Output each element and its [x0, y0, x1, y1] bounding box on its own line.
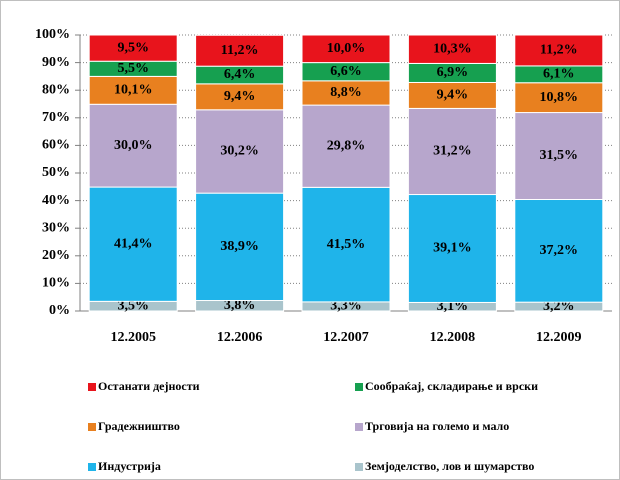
value-label: 3,3%	[330, 299, 362, 314]
value-label: 41,5%	[327, 237, 366, 252]
bar-segment	[195, 34, 285, 67]
bar-segment	[514, 82, 604, 114]
legend-label: Трговија на големо и мало	[365, 419, 509, 433]
value-label: 8,8%	[330, 85, 362, 100]
bar-segment	[514, 34, 604, 67]
value-label: 6,1%	[543, 67, 575, 82]
y-tick-label: 50%	[42, 165, 70, 180]
value-label: 11,2%	[221, 43, 259, 58]
x-tick-label: 12.2009	[536, 330, 582, 345]
legend: Земјоделство, лов и шумарство Индустрија Т…	[88, 379, 538, 473]
value-label: 30,2%	[220, 144, 259, 159]
bar-segment	[407, 107, 497, 196]
y-tick-label: 40%	[42, 193, 70, 208]
value-label: 38,9%	[220, 239, 259, 254]
value-label: 9,4%	[224, 89, 256, 104]
value-label: 10,0%	[327, 41, 366, 56]
value-label: 5,5%	[117, 61, 149, 76]
value-label: 10,1%	[114, 83, 153, 98]
value-label: 37,2%	[540, 243, 579, 258]
y-tick-label: 70%	[42, 110, 70, 125]
legend-swatch	[355, 423, 363, 431]
y-tick-label: 30%	[42, 220, 70, 235]
value-label: 3,5%	[117, 298, 149, 313]
legend-swatch	[355, 463, 363, 471]
y-tick-label: 10%	[42, 276, 70, 291]
value-label: 11,2%	[540, 43, 578, 58]
y-tick-label: 100%	[35, 27, 70, 42]
bar-segment	[407, 34, 497, 64]
value-label: 10,8%	[540, 90, 579, 105]
bar-segment	[514, 112, 604, 200]
value-label: 39,1%	[433, 241, 472, 256]
value-label: 10,3%	[433, 41, 472, 56]
x-tick-label: 12.2008	[430, 330, 476, 345]
bar-segment	[514, 198, 604, 303]
bar-segment	[195, 83, 285, 111]
bar-segment	[195, 109, 285, 194]
legend-swatch	[88, 463, 96, 471]
x-tick-label: 12.2006	[217, 330, 263, 345]
value-label: 29,8%	[327, 138, 366, 153]
y-tick-label: 80%	[42, 82, 70, 97]
value-label: 9,4%	[437, 88, 469, 103]
bar-segment	[407, 194, 497, 303]
value-label: 41,4%	[114, 236, 153, 251]
bar-segment	[301, 104, 391, 188]
bar-segment	[301, 186, 391, 303]
bar-segment	[301, 34, 391, 64]
legend-label: Останати дејности	[98, 379, 200, 393]
y-tick-label: 20%	[42, 248, 70, 263]
legend-swatch	[355, 383, 363, 391]
value-label: 31,5%	[540, 148, 579, 163]
x-tick-label: 12.2005	[110, 330, 156, 345]
value-label: 6,6%	[330, 64, 362, 79]
value-label: 31,2%	[433, 144, 472, 159]
value-label: 6,4%	[224, 67, 256, 82]
value-label: 30,0%	[114, 138, 153, 153]
x-tick-label: 12.2007	[323, 330, 369, 345]
legend-label: Индустрија	[98, 459, 161, 473]
value-label: 3,8%	[224, 298, 256, 313]
value-label: 9,5%	[117, 40, 149, 55]
y-tick-label: 90%	[42, 55, 70, 70]
bar-segment	[407, 81, 497, 109]
legend-swatch	[88, 383, 96, 391]
bar-segment	[88, 34, 178, 62]
legend-label: Сообраќај, складирање и врски	[365, 379, 538, 393]
legend-swatch	[88, 423, 96, 431]
bar-segment	[301, 80, 391, 106]
y-tick-label: 0%	[49, 303, 70, 318]
legend-label: Земјоделство, лов и шумарство	[365, 459, 534, 473]
legend-label: Градежништво	[98, 419, 180, 433]
y-tick-label: 60%	[42, 138, 70, 153]
value-label: 6,9%	[437, 65, 469, 80]
